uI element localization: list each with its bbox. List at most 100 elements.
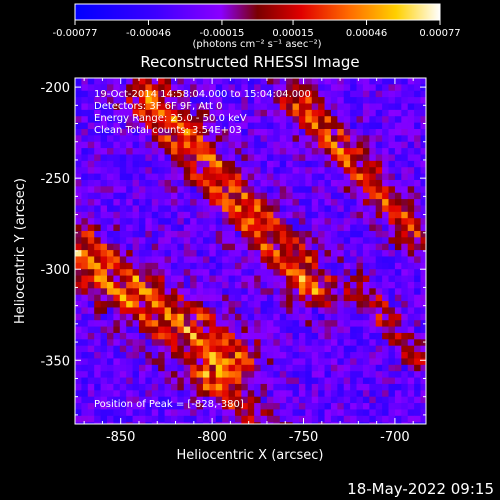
heatmap-cell — [132, 160, 140, 168]
heatmap-cell — [273, 256, 281, 264]
heatmap-cell — [75, 339, 82, 347]
heatmap-cell — [170, 307, 178, 315]
heatmap-cell — [170, 301, 178, 308]
heatmap-cell — [343, 262, 351, 270]
heatmap-cell — [228, 409, 236, 417]
heatmap-cell — [394, 148, 402, 155]
heatmap-cell — [119, 307, 127, 315]
heatmap-cell — [183, 294, 191, 302]
heatmap-cell — [350, 237, 357, 245]
heatmap-cell — [222, 422, 229, 424]
heatmap-cell — [388, 415, 396, 423]
heatmap-cell — [170, 390, 178, 398]
heatmap-cell — [375, 352, 383, 359]
heatmap-cell — [113, 275, 121, 283]
heatmap-cell — [87, 90, 95, 98]
heatmap-cell — [394, 250, 402, 257]
heatmap-cell — [375, 192, 383, 200]
heatmap-cell — [100, 224, 108, 232]
heatmap-cell — [158, 109, 165, 117]
heatmap-cell — [305, 237, 313, 245]
heatmap-cell — [126, 250, 133, 257]
heatmap-cell — [298, 256, 306, 264]
heatmap-cell — [279, 90, 287, 98]
heatmap-cell — [132, 186, 140, 194]
heatmap-cell — [228, 84, 236, 92]
heatmap-cell — [247, 307, 255, 315]
heatmap-cell — [106, 377, 114, 385]
heatmap-cell — [222, 409, 229, 417]
heatmap-cell — [151, 390, 159, 398]
heatmap-cell — [356, 383, 364, 391]
heatmap-cell — [414, 396, 421, 404]
heatmap-cell — [260, 186, 268, 194]
heatmap-cell — [394, 288, 402, 296]
heatmap-cell — [145, 409, 153, 417]
heatmap-cell — [164, 409, 172, 417]
heatmap-cell — [151, 160, 159, 168]
heatmap-cell — [138, 409, 146, 417]
heatmap-cell — [324, 326, 332, 334]
heatmap-cell — [356, 326, 364, 334]
heatmap-cell — [106, 160, 114, 168]
heatmap-cell — [106, 211, 114, 219]
heatmap-cell — [119, 84, 127, 92]
heatmap-cell — [311, 352, 319, 359]
heatmap-cell — [126, 422, 133, 424]
heatmap-cell — [196, 352, 204, 359]
heatmap-cell — [151, 352, 159, 359]
heatmap-cell — [151, 135, 159, 143]
heatmap-cell — [100, 301, 108, 308]
heatmap-cell — [318, 128, 325, 136]
heatmap-cell — [311, 173, 319, 181]
heatmap-cell — [388, 250, 396, 257]
heatmap-cell — [337, 339, 345, 347]
heatmap-cell — [375, 320, 383, 327]
heatmap-cell — [350, 243, 357, 251]
heatmap-cell — [266, 345, 274, 353]
heatmap-cell — [273, 186, 281, 194]
heatmap-cell — [132, 415, 140, 423]
heatmap-cell — [151, 103, 159, 111]
heatmap-cell — [305, 307, 313, 315]
heatmap-cell — [177, 205, 185, 213]
heatmap-cell — [318, 116, 325, 124]
heatmap-cell — [138, 364, 146, 372]
heatmap-cell — [113, 90, 121, 98]
heatmap-cell — [375, 409, 383, 417]
heatmap-cell — [279, 294, 287, 302]
heatmap-cell — [228, 103, 236, 111]
heatmap-cell — [337, 403, 345, 410]
heatmap-cell — [362, 211, 370, 219]
heatmap-cell — [170, 332, 178, 340]
heatmap-cell — [228, 339, 236, 347]
heatmap-cell — [350, 224, 357, 232]
heatmap-cell — [138, 250, 146, 257]
heatmap-cell — [343, 345, 351, 353]
heatmap-cell — [170, 403, 178, 410]
heatmap-cell — [177, 224, 185, 232]
heatmap-cell — [388, 390, 396, 398]
heatmap-cell — [190, 135, 197, 143]
heatmap-cell — [94, 313, 101, 321]
heatmap-cell — [356, 307, 364, 315]
heatmap-cell — [420, 179, 426, 187]
heatmap-cell — [183, 390, 191, 398]
heatmap-cell — [305, 205, 313, 213]
heatmap-cell — [286, 154, 293, 162]
heatmap-cell — [394, 422, 402, 424]
heatmap-cell — [183, 301, 191, 308]
heatmap-cell — [343, 364, 351, 372]
heatmap-cell — [407, 84, 415, 92]
heatmap-cell — [407, 192, 415, 200]
heatmap-cell — [170, 345, 178, 353]
heatmap-cell — [75, 364, 82, 372]
heatmap-cell — [350, 250, 357, 257]
heatmap-cell — [260, 237, 268, 245]
heatmap-cell — [196, 345, 204, 353]
heatmap-cell — [126, 403, 133, 410]
heatmap-cell — [126, 84, 133, 92]
heatmap-cell — [292, 224, 300, 232]
heatmap-cell — [132, 288, 140, 296]
heatmap-cell — [266, 352, 274, 359]
